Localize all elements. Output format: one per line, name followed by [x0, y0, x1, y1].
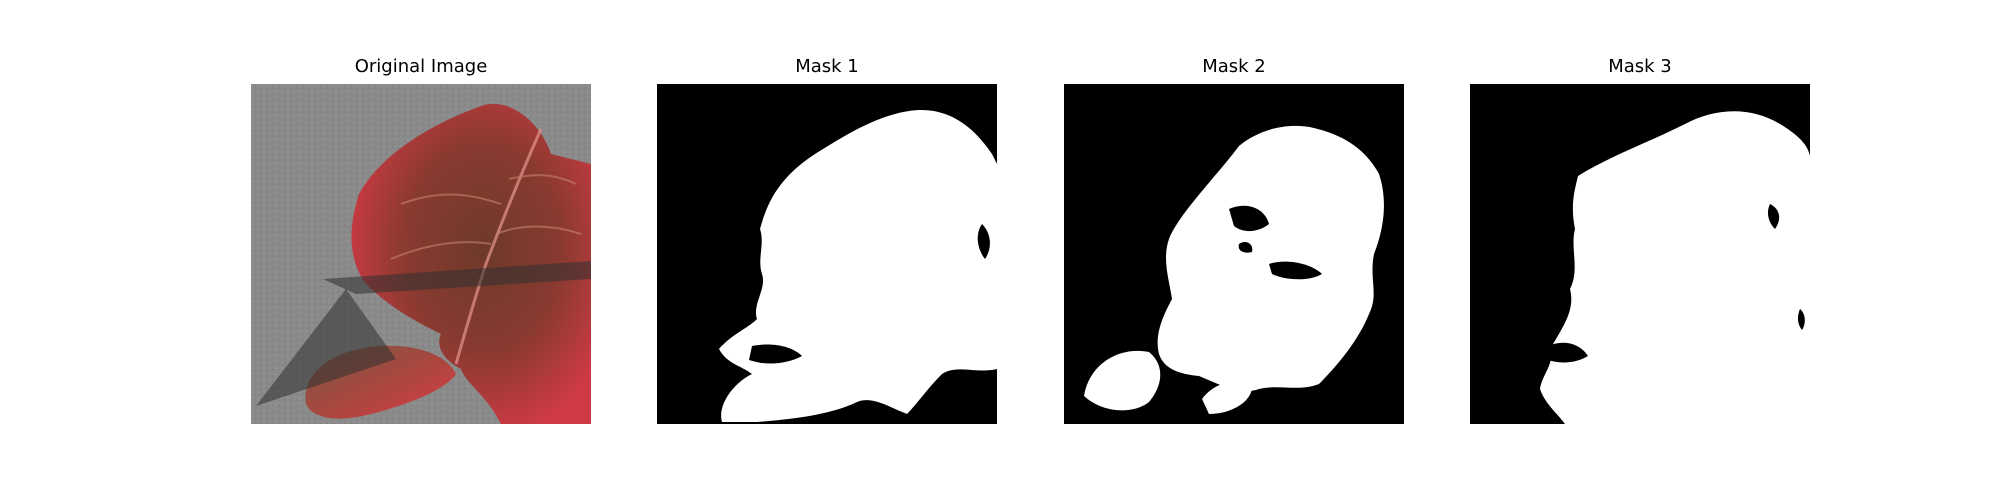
panel-title: Original Image	[354, 56, 488, 77]
panel-title: Mask 1	[795, 56, 859, 77]
mask-3-image	[1470, 84, 1810, 424]
mask-1-image	[657, 84, 997, 424]
panel-title: Mask 3	[1608, 56, 1672, 77]
original-image	[251, 84, 591, 424]
panel-title: Mask 2	[1202, 56, 1266, 77]
mask-2-image	[1064, 84, 1404, 424]
